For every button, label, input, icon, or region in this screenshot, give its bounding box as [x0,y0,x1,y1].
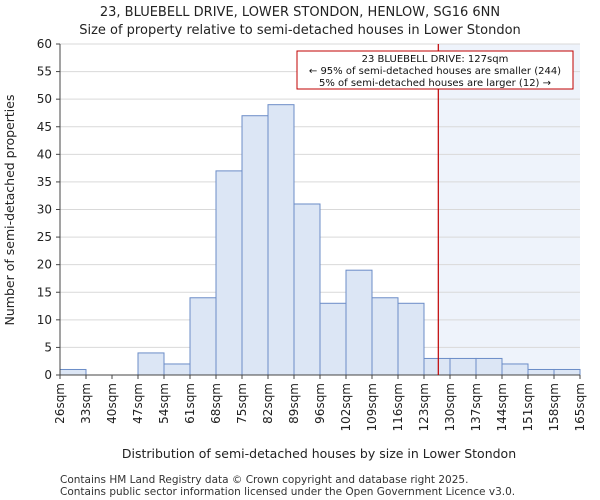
y-tick-label: 55 [37,65,52,79]
y-tick-label: 10 [37,313,52,327]
x-tick-label: 33sqm [79,383,93,424]
x-tick-label: 165sqm [573,383,587,431]
bar [241,115,269,376]
chart-subtitle: Size of property relative to semi-detach… [79,23,521,38]
footer-line-2: Contains public sector information licen… [60,486,515,498]
x-tick-label: 75sqm [235,383,249,424]
y-tick-label: 0 [44,368,52,382]
annotation-line-2: ← 95% of semi-detached houses are smalle… [309,66,561,77]
x-tick-label: 130sqm [443,383,457,431]
x-tick-label: 144sqm [495,383,509,431]
x-tick-label: 40sqm [105,383,119,424]
y-tick-label: 25 [37,230,52,244]
bar [293,203,321,376]
bar [267,104,295,376]
footer-line-1: Contains HM Land Registry data © Crown c… [60,474,468,486]
bar [449,357,477,376]
x-tick-label: 26sqm [53,383,67,424]
plot-area: 0 5 10 15 20 25 30 35 40 45 50 55 60 26sqm 33sqm 40sqm 4… [37,37,587,431]
y-tick-label: 45 [37,120,52,134]
y-axis-label: Number of semi-detached properties [2,95,17,326]
x-tick-label: 54sqm [157,383,171,424]
bar [371,297,399,376]
y-tick-label: 30 [37,203,52,217]
x-axis-label: Distribution of semi-detached houses by … [122,446,516,461]
y-tick-label: 50 [37,92,52,106]
bar [397,302,425,376]
x-tick-label: 47sqm [131,383,145,424]
x-tick-label: 96sqm [313,383,327,424]
bar [501,363,529,376]
x-tick-label: 89sqm [287,383,301,424]
annotation-line-3: 5% of semi-detached houses are larger (1… [319,78,551,89]
y-tick-label: 60 [37,37,52,51]
y-tick-label: 35 [37,175,52,189]
x-tick-label: 102sqm [339,383,353,431]
bar [163,363,191,376]
bar [345,269,373,376]
bar [59,368,87,376]
bar [423,357,451,376]
x-tick-label: 68sqm [209,383,223,424]
x-tick-label: 61sqm [183,383,197,424]
y-tick-label: 5 [44,340,52,354]
x-tick-label: 151sqm [521,383,535,431]
bar [553,368,581,376]
x-tick-label: 137sqm [469,383,483,431]
bar [215,170,243,376]
annotation-line-1: 23 BLUEBELL DRIVE: 127sqm [362,54,509,65]
y-tick-label: 15 [37,285,52,299]
x-tick-label: 123sqm [417,383,431,431]
y-tick-label: 40 [37,147,52,161]
x-tick-label: 116sqm [391,383,405,431]
annotation-box [296,50,574,90]
bar [475,357,503,376]
y-tick-label: 20 [37,258,52,272]
x-tick-label: 109sqm [365,383,379,431]
bar [137,352,165,376]
x-tick-label: 158sqm [547,383,561,431]
chart-title: 23, BLUEBELL DRIVE, LOWER STONDON, HENLO… [100,5,500,20]
bar [189,297,217,376]
x-tick-label: 82sqm [261,383,275,424]
bar [319,302,347,376]
bar [527,368,555,376]
